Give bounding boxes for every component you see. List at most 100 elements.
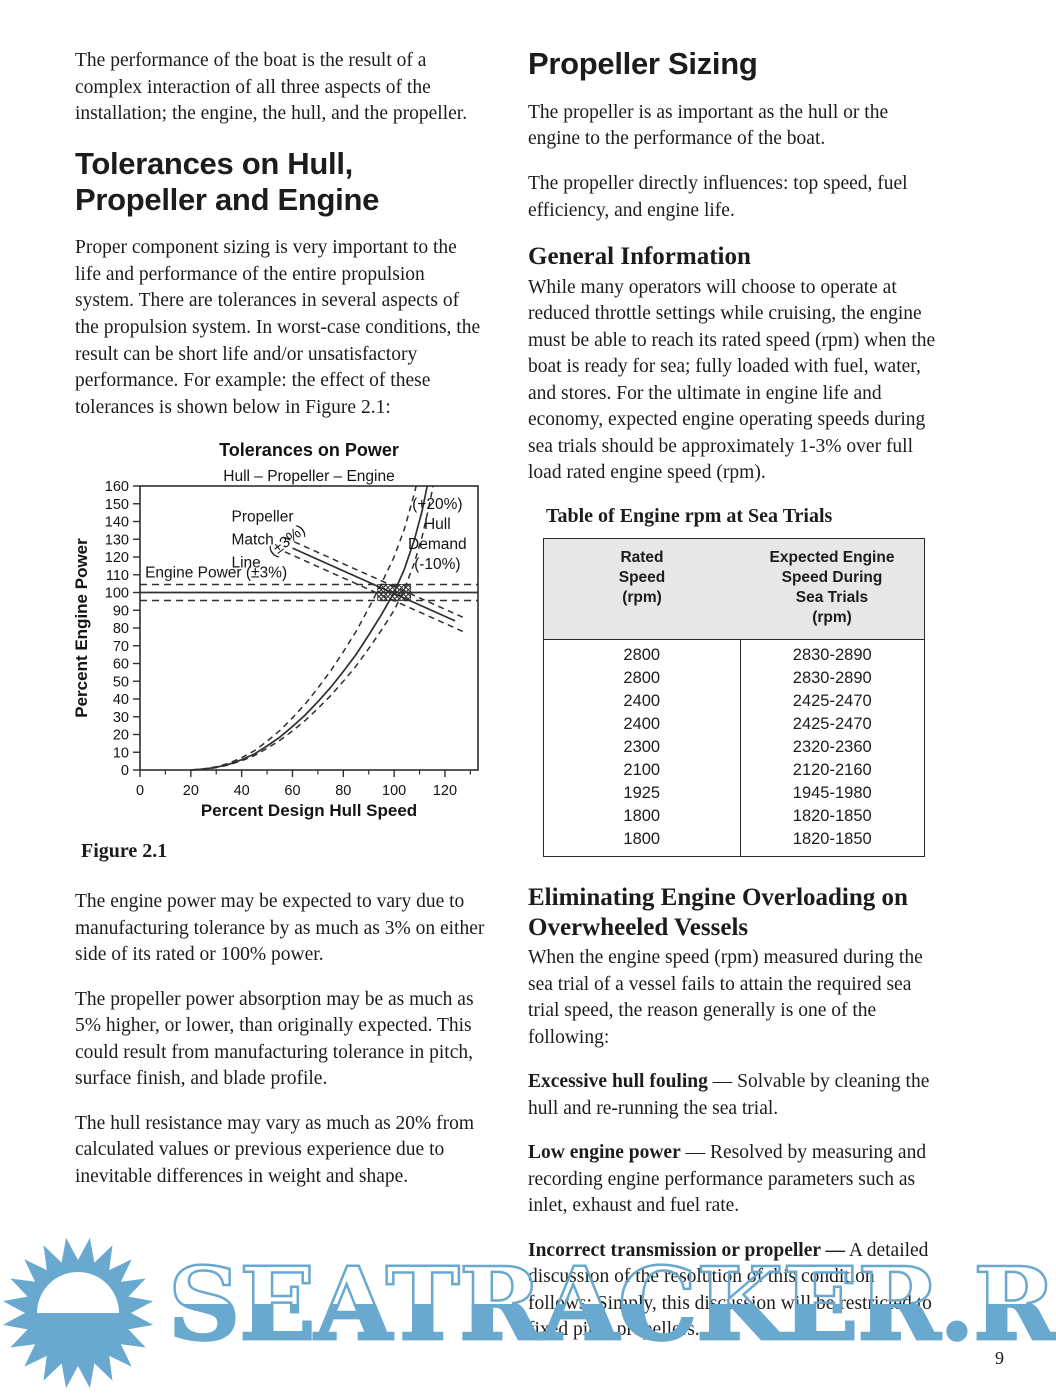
figure-2-1-chart: Tolerances on Power Hull – Propeller – En… [72, 440, 479, 820]
table-row: 2400 2425-2470 [544, 713, 925, 737]
propeller-influence-paragraph: The propeller directly influences: top s… [528, 172, 908, 221]
svg-text:60: 60 [113, 657, 129, 673]
svg-text:Percent Design Hull Speed: Percent Design Hull Speed [201, 801, 417, 820]
svg-text:150: 150 [105, 497, 129, 513]
rated-speed-header: Rated Speed (rpm) [543, 538, 740, 641]
table-cell: 2800 [623, 646, 661, 665]
svg-text:Tolerances on Power: Tolerances on Power [219, 440, 399, 460]
figure-caption: Figure 2.1 [81, 840, 168, 863]
engine-rpm-table: Rated Speed (rpm) Expected Engine Speed … [543, 537, 925, 858]
svg-text:80: 80 [335, 783, 351, 799]
table-cell: 2425-2470 [739, 713, 925, 737]
table-cell: 2830-2890 [739, 639, 925, 668]
svg-text:Line: Line [231, 555, 260, 572]
incorrect-transmission-lead: Incorrect transmission or propeller — [528, 1239, 846, 1261]
svg-text:10: 10 [113, 745, 129, 761]
hull-fouling-text: — Solvable by cleaning the hull and re-r… [528, 1071, 930, 1119]
table-cell: 1820-1850 [739, 804, 925, 828]
propeller-absorption-paragraph: The propeller power absorption may be as… [75, 988, 474, 1090]
incorrect-transmission-paragraph: Incorrect transmission or propeller — A … [528, 1238, 940, 1344]
low-engine-power-paragraph: Low engine power — Resolved by measuring… [528, 1140, 940, 1220]
table-cell: 2400 [623, 715, 661, 734]
propeller-sizing-heading: Propeller Sizing [528, 46, 758, 81]
table-cell: 2120-2160 [739, 758, 925, 782]
table-row: 1800 1820-1850 [544, 827, 925, 857]
svg-text:(+20%): (+20%) [412, 496, 462, 513]
svg-text:20: 20 [113, 728, 129, 744]
table-row: 2400 2425-2470 [544, 690, 925, 714]
propeller-importance-paragraph: The propeller is as important as the hul… [528, 101, 889, 150]
table-cell: 2830-2890 [739, 667, 925, 691]
overloading-paragraph: When the engine speed (rpm) measured dur… [528, 947, 923, 1048]
general-information-heading: General Information [528, 243, 751, 271]
svg-text:130: 130 [105, 532, 129, 548]
page-number: 9 [995, 1348, 1004, 1368]
table-cell: 2300 [623, 738, 661, 757]
hull-fouling-paragraph: Excessive hull fouling — Solvable by cle… [528, 1069, 940, 1122]
table-row: 2100 2120-2160 [544, 758, 925, 782]
svg-text:Percent Engine Power: Percent Engine Power [73, 538, 91, 718]
intro-paragraph: The performance of the boat is the resul… [75, 50, 468, 125]
svg-text:120: 120 [105, 550, 129, 566]
expected-speed-header: Expected Engine Speed During Sea Trials … [740, 538, 925, 641]
table-row: 1925 1945-1980 [544, 781, 925, 805]
table-cell: 1800 [623, 829, 661, 848]
svg-text:Propeller: Propeller [231, 509, 293, 526]
svg-text:120: 120 [433, 783, 457, 799]
table-cell: 2800 [623, 669, 661, 688]
svg-text:100: 100 [382, 783, 406, 799]
table-cell: 2320-2360 [739, 736, 925, 759]
svg-text:Hull – Propeller – Engine: Hull – Propeller – Engine [223, 468, 394, 485]
svg-text:Demand: Demand [408, 536, 467, 553]
low-engine-power-text: — Resolved by measuring and recording en… [528, 1142, 927, 1217]
rpm-table-body: 2800 2830-2890 2800 2830-2890 2400 2425-2470 2… [544, 639, 925, 857]
table-cell: 1820-1850 [739, 827, 925, 857]
engine-power-paragraph: The engine power may be expected to vary… [75, 891, 485, 966]
svg-text:160: 160 [105, 479, 129, 495]
svg-text:80: 80 [113, 621, 129, 637]
svg-text:90: 90 [113, 603, 129, 619]
svg-text:0: 0 [121, 763, 129, 779]
table-header-row: Rated Speed (rpm) Expected Engine Speed … [543, 538, 925, 641]
svg-text:140: 140 [105, 515, 129, 531]
incorrect-transmission-text: A detailed discussion of the resolution … [528, 1239, 932, 1341]
table-cell: 1945-1980 [739, 781, 925, 805]
figure-2-1: Tolerances on Power Hull – Propeller – En… [72, 439, 485, 836]
tolerances-heading: Tolerances on Hull, Propeller and Engine [75, 145, 380, 217]
low-engine-power-lead: Low engine power [528, 1142, 681, 1164]
table-cell: 2425-2470 [739, 690, 925, 714]
svg-text:70: 70 [113, 639, 129, 655]
table-row: 2800 2830-2890 [544, 667, 925, 691]
hull-resistance-paragraph: The hull resistance may vary as much as … [75, 1112, 475, 1187]
svg-text:60: 60 [284, 783, 300, 799]
component-sizing-paragraph: Proper component sizing is very importan… [75, 237, 481, 418]
svg-text:(-10%): (-10%) [414, 556, 461, 573]
table-row: 2300 2320-2360 [544, 736, 925, 759]
svg-text:Match: Match [231, 532, 273, 549]
right-column: Propeller Sizing The propeller is as imp… [528, 44, 940, 1362]
svg-text:100: 100 [105, 586, 129, 602]
svg-text:40: 40 [234, 783, 250, 799]
hull-fouling-lead: Excessive hull fouling [528, 1071, 708, 1093]
engine-rpm-table-block: Table of Engine rpm at Sea Trials Rated … [528, 505, 940, 858]
svg-text:30: 30 [113, 710, 129, 726]
table-cell: 1925 [623, 783, 661, 802]
table-row: 1800 1820-1850 [544, 804, 925, 828]
table-cell: 2100 [623, 760, 661, 779]
svg-text:Engine Power (±3%): Engine Power (±3%) [145, 564, 287, 581]
table-header: Rated Speed (rpm) Expected Engine Speed … [543, 538, 925, 641]
svg-text:(±3%): (±3%) [266, 522, 309, 561]
table-row: 2800 2830-2890 [544, 639, 925, 668]
svg-text:110: 110 [106, 568, 129, 584]
general-information-paragraph: While many operators will choose to oper… [528, 276, 936, 484]
table-cell: 1800 [623, 806, 661, 825]
table-cell: 2400 [623, 692, 661, 711]
svg-text:40: 40 [113, 692, 129, 708]
table-title: Table of Engine rpm at Sea Trials [546, 504, 833, 527]
overloading-heading: Eliminating Engine Overloading on Overwh… [528, 884, 908, 941]
svg-text:50: 50 [113, 674, 129, 690]
left-column: The performance of the boat is the resul… [72, 48, 485, 1208]
svg-text:20: 20 [183, 783, 199, 799]
sun-logo-icon [2, 1237, 154, 1389]
svg-text:Hull: Hull [424, 516, 451, 533]
